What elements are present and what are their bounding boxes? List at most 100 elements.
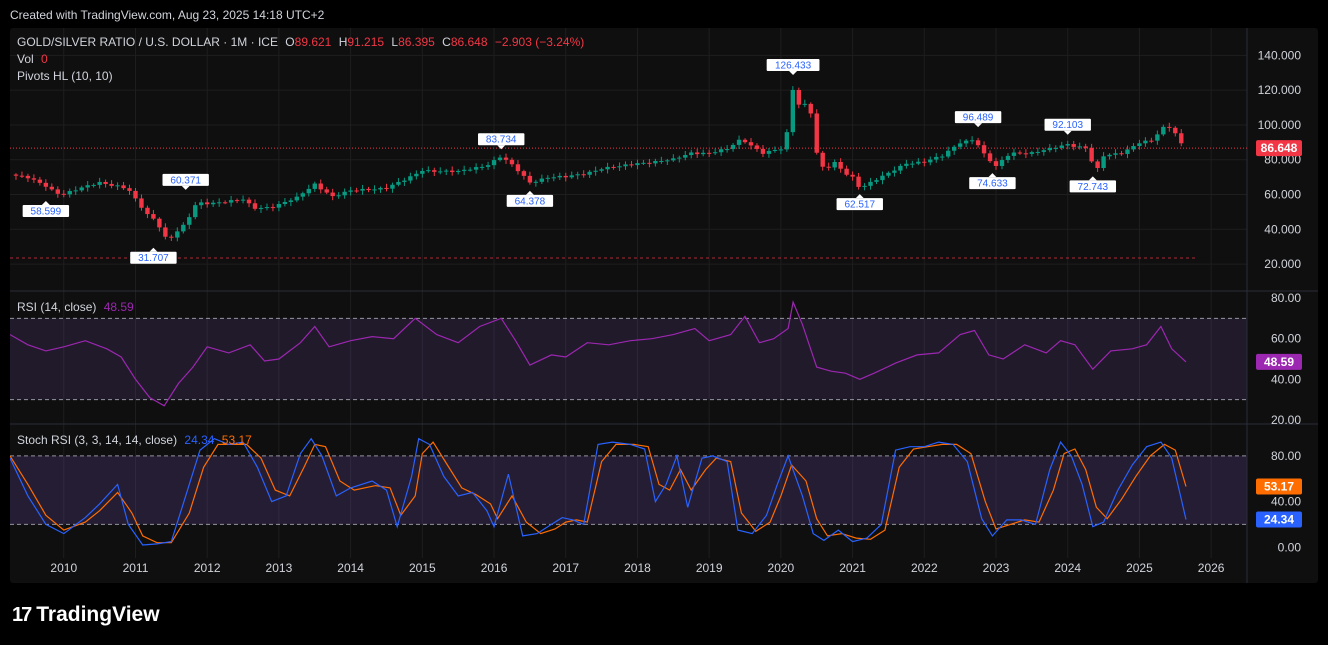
x-axis-tick-label: 2011: [123, 561, 149, 575]
candle-body: [736, 139, 742, 145]
x-axis-tick-label: 2012: [194, 561, 221, 575]
candle-body: [814, 113, 819, 153]
candle-body: [724, 149, 730, 151]
candle-body: [163, 227, 168, 237]
candle-body: [910, 163, 915, 165]
candle-body: [593, 170, 598, 172]
candle-body: [993, 161, 999, 166]
candle-body: [742, 139, 748, 143]
candle-body: [1131, 146, 1136, 150]
candle-body: [312, 183, 317, 189]
pivot-label-text: 74.633: [977, 179, 1008, 190]
x-axis-tick-label: 2014: [337, 561, 364, 575]
pivot-label-pointer: [181, 185, 190, 190]
candle-body: [199, 202, 204, 206]
candle-body: [461, 169, 467, 171]
pivot-high-label: 92.103: [1044, 118, 1091, 135]
candle-body: [605, 166, 610, 170]
candle-body: [1161, 126, 1166, 135]
tradingview-logo-icon: 17: [12, 603, 32, 626]
rsi-line: [10, 300, 1187, 407]
pivot-label-pointer: [41, 200, 50, 205]
open-value: 89.621: [294, 35, 332, 49]
pivot-label-pointer: [1063, 130, 1072, 135]
candle-body: [748, 142, 754, 146]
candle-body: [503, 157, 509, 160]
low-value: 86.395: [398, 35, 435, 49]
candle-body: [557, 175, 562, 178]
chart-svg[interactable]: 60.371 83.734 126.433 96.489 92.103 58.599 31.…: [10, 28, 1318, 583]
candle-body: [49, 186, 55, 190]
pivot-low-label: 64.378: [506, 190, 554, 207]
x-axis-tick-label: 2010: [50, 561, 77, 575]
candle-body: [139, 198, 144, 208]
rsi-value: 48.59: [103, 300, 134, 314]
candle-body: [617, 166, 622, 168]
candle-body: [904, 163, 909, 166]
candle-body: [1005, 155, 1011, 161]
candle-body: [1053, 147, 1058, 149]
candle-body: [252, 203, 258, 209]
pivot-label-text: 92.103: [1052, 120, 1083, 131]
x-axis-tick-label: 2023: [983, 561, 1010, 575]
pivot-low-label: 74.633: [969, 173, 1016, 190]
pivot-label-box: [506, 194, 554, 207]
candle-body: [97, 181, 102, 185]
candle-body: [324, 189, 329, 193]
candle-body: [1179, 133, 1184, 144]
stoch-band-fill: [10, 455, 1247, 525]
stoch-label: Stoch RSI (3, 3, 14, 14, close): [17, 433, 178, 447]
candle-body: [13, 174, 19, 176]
created-with-label: Created with TradingView.com, Aug 23, 20…: [10, 8, 325, 22]
pivot-label-pointer: [988, 173, 997, 178]
candle-body: [969, 140, 975, 142]
candle-body: [934, 156, 939, 160]
symbol-title: GOLD/SILVER RATIO / U.S. DOLLAR · 1M · I…: [17, 35, 278, 49]
candle-body: [85, 185, 90, 188]
candle-body: [264, 207, 270, 209]
candle-body: [1095, 161, 1100, 168]
brand-name: TradingView: [36, 603, 160, 626]
candle-body: [366, 188, 371, 191]
x-axis-tick-label: 2017: [552, 561, 579, 575]
y-axis-tick-label: 40.00: [1271, 495, 1301, 509]
candle-body: [772, 149, 778, 151]
pivot-label-text: 72.743: [1078, 182, 1109, 193]
candle-body: [587, 171, 592, 175]
candle-body: [1143, 140, 1148, 144]
pivot-label-box: [1044, 118, 1091, 131]
candle-body: [928, 159, 933, 163]
candle-body: [467, 169, 473, 171]
candle-body: [1047, 148, 1052, 151]
candle-body: [109, 183, 114, 186]
pivot-low-label: 72.743: [1069, 176, 1117, 193]
change-value: −2.903 (−3.24%): [494, 35, 585, 49]
pivot-labels: 60.371 83.734 126.433 96.489 92.103 58.599 31.…: [22, 58, 1117, 264]
y-axis-tick-label: 80.00: [1271, 291, 1301, 305]
candle-body: [521, 171, 527, 176]
candle-body: [551, 177, 557, 179]
y-axis-tick-label: 80.000: [1264, 153, 1301, 167]
volume-label: Vol: [17, 52, 34, 66]
chart-frame[interactable]: 60.371 83.734 126.433 96.489 92.103 58.599 31.…: [10, 28, 1318, 583]
x-axis-tick-label: 2018: [624, 561, 651, 575]
candle-body: [306, 188, 311, 194]
candle-body: [623, 164, 628, 167]
candle-body: [957, 143, 963, 147]
stoch-legend: Stoch RSI (3, 3, 14, 14, close) 24.34 53…: [17, 433, 252, 447]
candle-body: [390, 184, 395, 189]
tradingview-logo[interactable]: 17 TradingView: [12, 602, 160, 628]
pivot-low-label: 58.599: [22, 200, 70, 217]
candle-body: [145, 207, 150, 215]
candle-body: [384, 187, 389, 189]
pivot-label-box: [478, 133, 525, 146]
close-value: 86.648: [450, 35, 488, 49]
pivot-label-text: 64.378: [515, 196, 546, 207]
candle-body: [533, 181, 539, 183]
candle-body: [67, 191, 72, 195]
candle-body: [169, 236, 174, 238]
candle-body: [414, 173, 419, 177]
candle-body: [282, 201, 288, 205]
stoch-d-value: 53.17: [221, 433, 252, 447]
candle-body: [181, 224, 186, 232]
